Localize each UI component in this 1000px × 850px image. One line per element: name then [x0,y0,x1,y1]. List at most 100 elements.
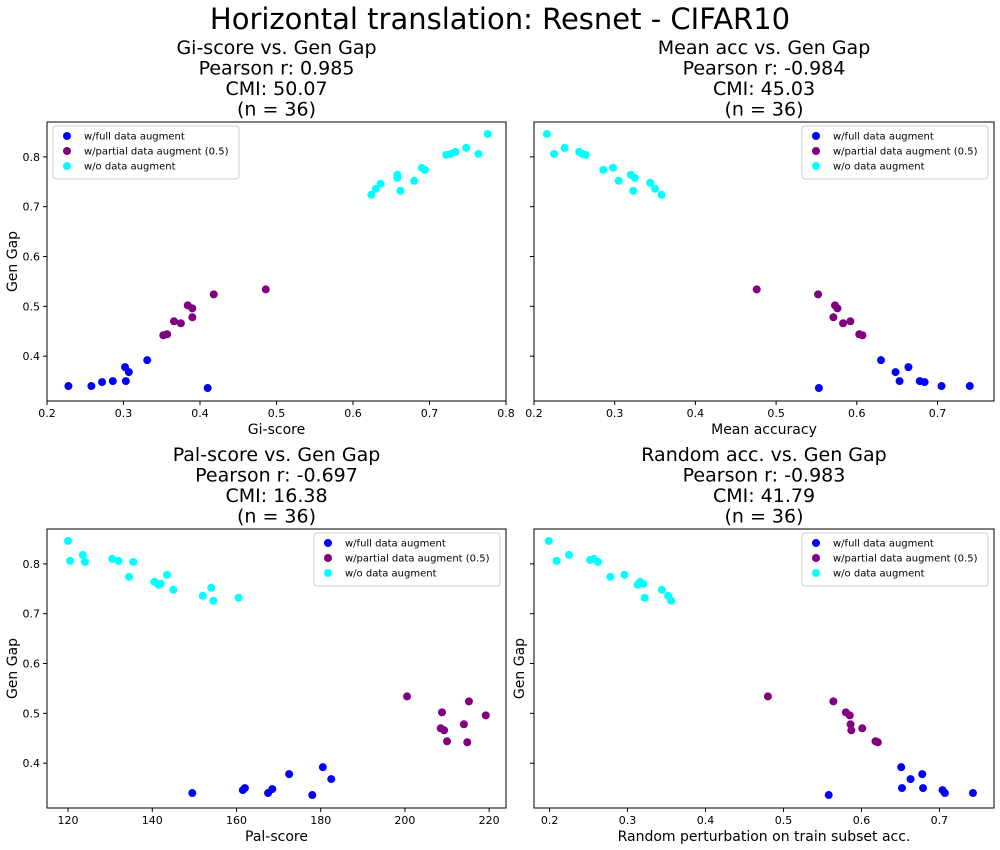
data-point [542,129,551,138]
data-point [234,593,243,602]
data-point [209,596,218,605]
data-point [169,585,178,594]
data-point [824,791,833,800]
legend-label: w/partial data augment (0.5) [84,147,229,158]
x-tick-label: 160 [226,814,247,827]
data-point [814,384,823,393]
data-point [560,143,569,152]
data-point [188,313,197,322]
data-point [920,378,929,387]
legend-label: w/o data augment [833,162,925,173]
data-point [198,591,207,600]
data-point [968,789,977,798]
x-tick-label: 120 [58,814,79,827]
data-point [895,377,904,386]
legend-marker [812,539,820,547]
data-point [124,368,133,377]
data-point [98,378,107,387]
x-tick-label: 0.7 [421,407,439,420]
legend-marker [63,162,71,170]
data-point [129,557,138,566]
legend-label: w/full data augment [84,132,185,143]
data-point [462,143,471,152]
data-point [550,149,559,158]
y-tick-label: 0.6 [23,658,41,671]
data-point [268,785,277,794]
legend-marker [812,132,820,140]
y-tick-label: 0.5 [23,300,41,313]
x-tick-label: 0.2 [525,407,543,420]
data-point [620,570,629,579]
data-point [937,382,946,391]
data-point [64,536,73,545]
data-point [125,572,134,581]
data-point [814,290,823,299]
chart-title-line: CMI: 41.79 [713,485,815,507]
data-point [203,384,212,393]
data-point [904,363,913,372]
data-point [845,711,854,720]
data-point [403,692,412,701]
data-point [891,368,900,377]
data-point [163,330,172,339]
data-point [176,319,185,328]
data-point [846,720,855,729]
data-point [639,579,648,588]
data-point [965,382,974,391]
data-point [552,556,561,565]
data-point [396,186,405,195]
data-point [918,770,927,779]
data-point [188,304,197,313]
legend-box [801,125,989,180]
figure-suptitle: Horizontal translation: Resnet - CIFAR10 [209,2,791,36]
data-point [829,313,838,322]
legend-label: w/partial data augment (0.5) [833,554,978,565]
x-tick-label: 0.2 [38,407,56,420]
chart-title-line: CMI: 50.07 [225,78,327,100]
x-axis-label: Random perturbation on train subset acc. [618,829,911,845]
chart-title-line: (n = 36) [237,506,316,528]
x-axis-label: Pal-score [245,829,308,845]
data-point [108,377,117,386]
data-point [114,556,123,565]
x-tick-label: 0.4 [191,407,209,420]
data-point [463,738,472,747]
x-tick-label: 0.7 [929,407,947,420]
data-point [143,356,152,365]
data-point [593,557,602,566]
chart-title-line: CMI: 45.03 [713,78,815,100]
data-point [858,331,867,340]
axes-frame [533,121,995,402]
legend-label: w/full data augment [345,539,446,550]
data-point [285,770,294,779]
y-axis-label: Gen Gap [5,638,21,699]
data-point [858,724,867,733]
chart-title-line: Pearson r: 0.985 [199,58,355,80]
legend-marker [812,554,820,562]
legend-box [52,125,240,180]
legend-marker [324,539,332,547]
y-tick-label: 0.4 [23,350,41,363]
legend-label: w/full data augment [833,539,934,550]
data-point [846,317,855,326]
x-tick-label: 0.3 [606,407,624,420]
data-point [64,382,73,391]
legend-label: w/partial data augment (0.5) [345,554,490,565]
data-point [327,775,336,784]
data-point [261,285,270,294]
x-tick-label: 0.6 [853,814,871,827]
y-tick-label: 0.8 [23,558,41,571]
data-point [657,585,666,594]
data-point [565,550,574,559]
data-point [651,184,660,193]
x-tick-label: 0.6 [848,407,866,420]
data-point [459,720,468,729]
data-point [544,536,553,545]
data-point [437,708,446,717]
axes-frame [533,528,995,809]
legend-label: w/o data augment [833,569,925,580]
chart-title-line: Pearson r: -0.984 [683,58,846,80]
data-point [614,176,623,185]
